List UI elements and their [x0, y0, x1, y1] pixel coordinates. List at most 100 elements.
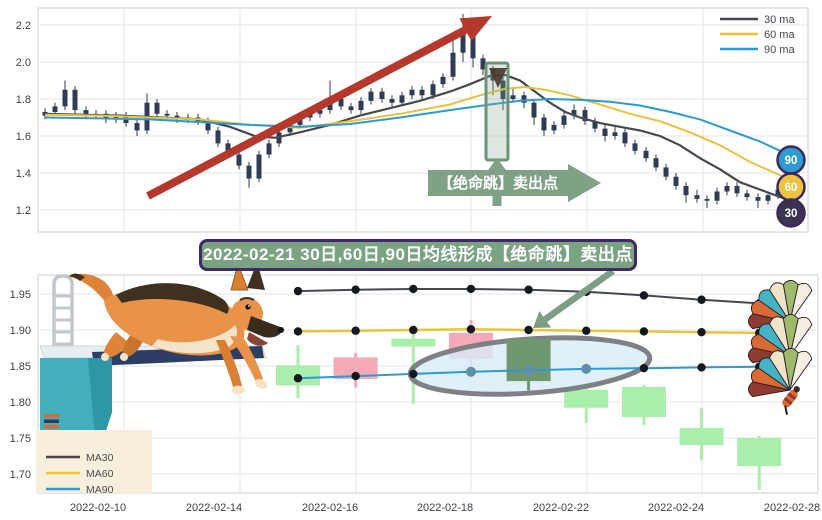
y-tick-label: 2.2: [16, 20, 31, 32]
MA30-marker: [697, 295, 706, 304]
candle-body: [266, 143, 272, 155]
banner-arrow: [533, 268, 615, 328]
MA60-marker: [409, 325, 418, 335]
legend-label: 90 ma: [764, 44, 795, 56]
candle-body: [83, 110, 89, 116]
candle-body: [602, 128, 608, 136]
candle-body: [734, 185, 740, 194]
x-tick-label: 2022-02-14: [186, 502, 242, 514]
candle-body: [154, 102, 160, 114]
x-tick-label: 2022-02-16: [302, 502, 358, 514]
candle-body: [683, 185, 689, 196]
candle-body: [419, 89, 425, 96]
event-banner: 2022-02-21 30日,60日,90日均线形成【绝命跳】卖出点: [199, 239, 637, 271]
candle-body: [653, 158, 659, 168]
candle-body: [134, 123, 140, 131]
candle-body: [480, 58, 486, 70]
candle-body: [287, 124, 293, 133]
MA30-marker: [524, 285, 533, 294]
candle-body: [551, 124, 557, 131]
y-tick-label: 1.85: [10, 361, 31, 373]
candle-body: [714, 191, 720, 201]
candle-body: [379, 91, 385, 99]
MA60-marker: [466, 325, 476, 334]
parachute: [747, 347, 813, 415]
top-ma90-line: [44, 97, 801, 160]
candle-body: [72, 89, 78, 111]
x-tick-label: 2022-02-18: [417, 502, 473, 514]
MA90-marker: [351, 371, 360, 381]
ma-badge-label: 60: [785, 182, 798, 194]
ma-badge-label: 90: [785, 155, 798, 167]
candle-body: [389, 99, 395, 103]
candle-body: [564, 389, 609, 408]
MA30-marker: [351, 285, 360, 294]
legend-label: MA90: [86, 484, 114, 496]
top-plot: 2.2 2.0 1.8 1.6 1.4 1.2 30 ma 60 ma 90 ma 【绝命跳】卖出…: [16, 7, 809, 233]
candle-body: [755, 197, 761, 201]
candle-body: [246, 165, 252, 179]
MA60-marker: [639, 327, 649, 336]
candle-body: [225, 143, 231, 155]
dog-illustration: [69, 262, 284, 395]
y-tick-label: 1.2: [16, 205, 31, 217]
MA90-marker: [409, 369, 418, 379]
MA30-marker: [293, 286, 303, 296]
canopy-stripe: [789, 350, 813, 391]
canopy-stripe: [789, 282, 813, 323]
candle-body: [358, 100, 364, 111]
candle-body: [338, 99, 344, 107]
candle-body: [450, 52, 456, 77]
candle-body: [621, 386, 666, 418]
candle-body: [744, 193, 750, 198]
candle-body: [440, 76, 446, 85]
top-ma60-line: [44, 85, 801, 186]
x-tick-label: 2022-02-10: [70, 502, 126, 514]
parachute-illustrations: [747, 279, 813, 415]
candle-body: [399, 95, 405, 103]
candle-body: [561, 115, 567, 125]
uptrend-arrow: [146, 26, 468, 200]
sell-marker-triangle: [489, 68, 507, 88]
MA90-marker: [581, 363, 592, 374]
candle-body: [164, 113, 170, 116]
candle-body: [460, 28, 466, 53]
candle-body: [622, 132, 628, 144]
candle-body: [215, 130, 221, 144]
legend-label: MA60: [86, 468, 114, 480]
MA30-marker: [639, 291, 649, 300]
parachutist: [782, 386, 800, 415]
candle-body: [42, 111, 48, 116]
candle-body: [348, 106, 354, 111]
candle-body: [592, 121, 598, 129]
y-tick-label: 1.75: [10, 433, 31, 445]
candle-body: [724, 185, 730, 192]
candle-body: [765, 195, 771, 201]
candle-body: [256, 154, 262, 179]
bottom-candlestick-chart: 1.95 1.90 1.85 1.80 1.75 1.70 2022-02-10 2022-0…: [10, 262, 820, 514]
candle-body: [737, 438, 782, 467]
MA90-marker: [465, 366, 476, 377]
x-tick-label: 2022-02-28: [764, 502, 820, 514]
candle-body: [663, 167, 669, 177]
candle-body: [612, 132, 618, 136]
banner-pointer-arrow: [543, 268, 615, 322]
MA90-marker: [293, 374, 303, 383]
legend-label: 60 ma: [764, 29, 795, 41]
candle-body: [531, 102, 537, 118]
y-tick-label: 1.90: [10, 325, 31, 337]
MA30-marker: [409, 284, 418, 294]
y-tick-label: 1.8: [16, 94, 31, 106]
candle-body: [113, 115, 119, 120]
legend-label: MA30: [86, 452, 114, 464]
ma-badge-label: 30: [785, 208, 798, 220]
y-tick-label: 1.70: [10, 469, 31, 481]
banner-pointer-arrow-head: [533, 311, 552, 328]
candle-body: [541, 117, 547, 131]
MA60-marker: [293, 327, 303, 336]
MA90-marker: [523, 365, 534, 376]
y-tick-label: 1.6: [16, 131, 31, 143]
candle-body: [368, 91, 374, 101]
MA90-marker: [639, 363, 649, 373]
ma-badge: [776, 198, 806, 228]
